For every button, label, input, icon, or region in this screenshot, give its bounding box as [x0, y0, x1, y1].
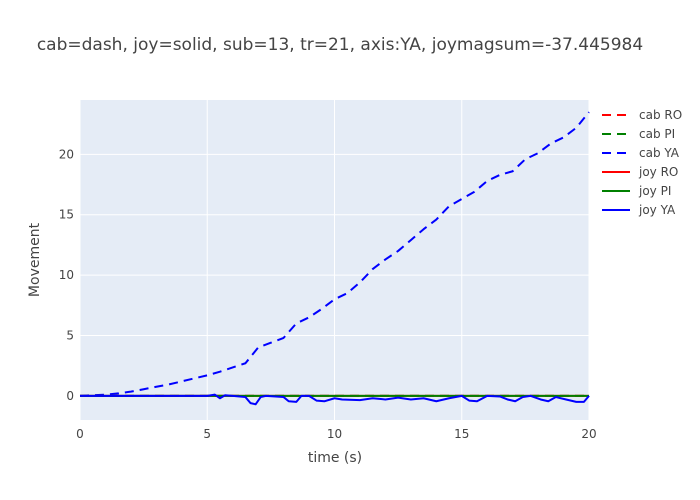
chart-title: cab=dash, joy=solid, sub=13, tr=21, axis… — [37, 35, 643, 55]
series-layer — [79, 111, 590, 406]
legend-item-cab-pi[interactable]: cab PI — [602, 127, 675, 141]
legend-item-joy-ya[interactable]: joy YA — [602, 203, 676, 217]
legend-item-cab-ya[interactable]: cab YA — [602, 146, 680, 160]
x-tick-label: 5 — [203, 427, 211, 441]
legend[interactable]: cab RO cab PI cab YA joy RO joy PI joy YA — [602, 108, 682, 217]
legend-item-joy-pi[interactable]: joy PI — [602, 184, 671, 198]
series-joy-ya — [80, 393, 590, 406]
x-axis-title: time (s) — [308, 450, 362, 466]
legend-label: cab PI — [639, 127, 675, 141]
legend-label: joy RO — [638, 165, 678, 179]
y-axis-ticks: 0 5 10 15 20 — [59, 147, 74, 403]
y-tick-label: 15 — [59, 208, 74, 222]
legend-item-joy-ro[interactable]: joy RO — [602, 165, 678, 179]
legend-label: joy YA — [638, 203, 676, 217]
y-axis-title: Movement — [27, 222, 43, 297]
x-tick-label: 20 — [581, 427, 596, 441]
x-tick-label: 15 — [454, 427, 469, 441]
y-tick-label: 5 — [66, 328, 74, 342]
legend-item-cab-ro[interactable]: cab RO — [602, 108, 682, 122]
x-tick-label: 0 — [76, 427, 84, 441]
legend-label: joy PI — [638, 184, 671, 198]
y-tick-label: 0 — [66, 389, 74, 403]
x-axis-ticks: 0 5 10 15 20 — [76, 427, 596, 441]
y-tick-label: 20 — [59, 147, 74, 161]
y-tick-label: 10 — [59, 268, 74, 282]
legend-label: cab YA — [639, 146, 680, 160]
x-tick-label: 10 — [327, 427, 342, 441]
legend-label: cab RO — [639, 108, 682, 122]
